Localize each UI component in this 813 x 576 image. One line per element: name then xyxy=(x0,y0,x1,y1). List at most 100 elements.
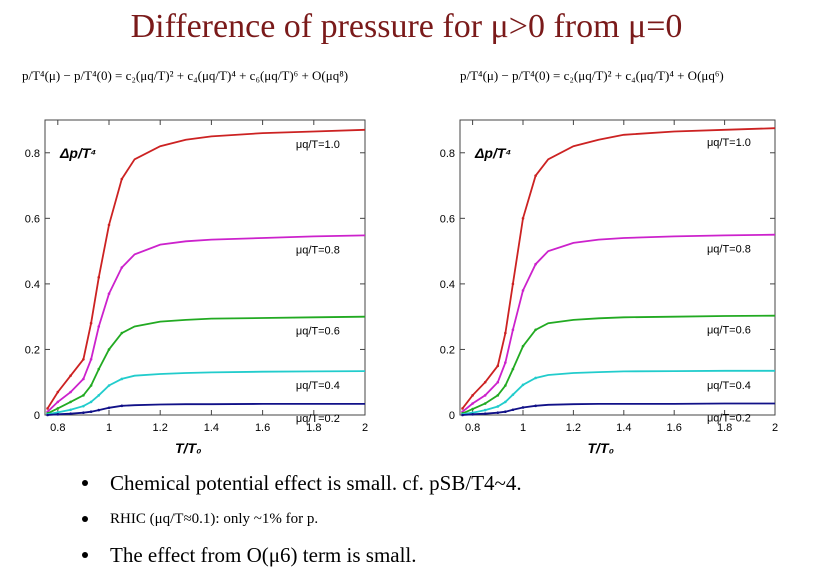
data-point xyxy=(483,394,487,397)
data-point xyxy=(97,276,101,279)
series-label: μq/T=0.4 xyxy=(296,380,340,392)
data-point xyxy=(461,407,464,410)
data-point xyxy=(120,266,124,269)
data-point xyxy=(97,367,101,371)
x-tick-label: 1 xyxy=(520,422,526,434)
bullet-dot xyxy=(82,480,88,486)
data-point xyxy=(56,400,60,404)
data-point xyxy=(504,331,507,335)
data-point xyxy=(56,407,60,410)
data-point xyxy=(483,412,487,415)
series-label: μq/T=0.4 xyxy=(707,380,751,392)
data-point xyxy=(534,262,537,266)
data-point xyxy=(69,408,72,412)
data-point xyxy=(89,357,93,361)
chart-right: 0 0.2 0.4 0.6 0.8 0.8 1 1.2 1.4 1.6 1.8 2 Δp/T⁴ T/T₀ μ… xyxy=(440,119,778,456)
data-point xyxy=(120,177,124,181)
series-label: μq/T=0.6 xyxy=(707,325,751,337)
data-point xyxy=(82,377,85,381)
x-tick-label: 1.4 xyxy=(616,422,631,434)
data-point xyxy=(97,394,101,397)
y-tick-label: 0.2 xyxy=(25,344,40,356)
data-point xyxy=(107,384,111,387)
y-tick-label: 0 xyxy=(34,410,40,422)
bullet-item: RHIC (μq/T≈0.1): only ~1% for p. xyxy=(82,501,522,537)
data-point xyxy=(82,404,85,408)
data-point xyxy=(82,394,85,397)
y-tick-label: 0 xyxy=(449,410,455,422)
x-tick-label: 1.4 xyxy=(204,422,219,434)
data-point xyxy=(89,384,93,387)
data-point xyxy=(107,348,111,351)
bullet-text: Chemical potential effect is small. cf. … xyxy=(110,470,522,495)
data-point xyxy=(97,325,101,328)
data-point xyxy=(511,393,515,396)
data-point xyxy=(69,400,72,404)
data-point xyxy=(496,405,500,408)
y-tick-label: 0.8 xyxy=(25,148,40,160)
data-point xyxy=(120,331,124,335)
y-tick-label: 0.4 xyxy=(25,279,40,291)
bullet-text: The effect from O(μ6) term is small. xyxy=(110,542,417,567)
x-tick-label: 1 xyxy=(106,422,112,434)
data-point xyxy=(89,410,93,414)
series-label: μq/T=0.8 xyxy=(296,244,340,256)
bullet-text: RHIC (μq/T≈0.1): only ~1% for p. xyxy=(110,510,319,527)
plot-frame xyxy=(459,119,776,416)
data-point xyxy=(107,292,111,296)
series-line xyxy=(461,127,776,409)
slide-title: Difference of pressure for μ>0 from μ=0 xyxy=(130,8,683,45)
data-point xyxy=(471,402,474,405)
formula-right: p/T⁴(μ) − p/T⁴(0) = c₂(μq/T)² + c₄(μq/T)… xyxy=(460,68,724,83)
data-point xyxy=(521,289,525,292)
data-point xyxy=(82,357,85,361)
x-tick-label: 1.2 xyxy=(153,422,168,434)
data-point xyxy=(521,344,525,348)
x-tick-label: 1.2 xyxy=(566,422,581,434)
x-tick-label: 1.6 xyxy=(255,422,270,434)
bullet-item: Chemical potential effect is small. cf. … xyxy=(82,465,522,501)
x-tick-label: 2 xyxy=(772,422,778,434)
data-point xyxy=(511,282,515,286)
data-point xyxy=(496,380,500,384)
y-axis-label: Δp/T⁴ xyxy=(59,145,96,161)
formula-left: p/T⁴(μ) − p/T⁴(0) = c₂(μq/T)² + c₄(μq/T)… xyxy=(22,68,349,83)
bullet-dot xyxy=(82,552,88,558)
y-tick-label: 0.8 xyxy=(440,148,455,160)
x-tick-label: 1.8 xyxy=(717,422,732,434)
plot-frame xyxy=(44,119,366,416)
data-point xyxy=(534,174,537,178)
data-point xyxy=(511,367,515,371)
data-point xyxy=(46,407,49,410)
data-point xyxy=(483,408,487,412)
y-tick-label: 0.2 xyxy=(440,344,455,356)
series-label: μq/T=0.2 xyxy=(296,413,340,425)
y-tick-label: 0.6 xyxy=(440,213,455,225)
chart-left: 0 0.2 0.4 0.6 0.8 0.8 1 1.2 1.4 1.6 1.8 2 Δp/T⁴ T/T₀ μ… xyxy=(25,119,368,456)
x-axis-label: T/T₀ xyxy=(175,440,202,456)
series-line xyxy=(46,128,366,409)
data-point xyxy=(56,411,60,414)
series-label: μq/T=0.6 xyxy=(296,326,340,338)
data-point xyxy=(56,390,60,394)
data-point xyxy=(120,404,124,408)
data-point xyxy=(56,413,60,416)
series-label: μq/T=0.8 xyxy=(707,244,751,256)
data-point xyxy=(504,410,507,414)
x-tick-label: 1.8 xyxy=(306,422,321,434)
data-point xyxy=(504,400,507,404)
data-point xyxy=(89,321,93,325)
data-point xyxy=(496,364,500,368)
x-tick-label: 2 xyxy=(362,422,368,434)
x-axis-label: T/T₀ xyxy=(588,440,615,456)
data-point xyxy=(107,406,111,410)
data-point xyxy=(534,328,537,332)
data-point xyxy=(89,400,93,404)
x-tick-label: 0.8 xyxy=(50,422,65,434)
data-point xyxy=(521,406,525,409)
data-point xyxy=(483,402,487,405)
data-point xyxy=(496,411,500,415)
data-point xyxy=(471,407,474,411)
data-point xyxy=(521,383,525,387)
data-point xyxy=(97,408,101,412)
